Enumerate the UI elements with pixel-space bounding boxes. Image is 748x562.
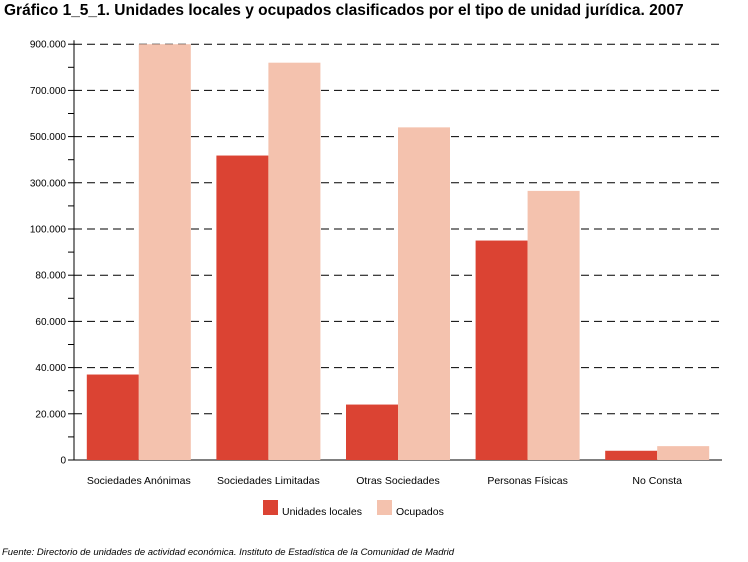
x-tick-label: Sociedades Anónimas (87, 475, 191, 487)
legend-swatch (263, 500, 278, 515)
y-tick-label: 60.000 (35, 317, 66, 328)
bar-unidades-locales (346, 404, 398, 460)
bars (86, 44, 710, 461)
y-tick-label: 500.000 (30, 132, 67, 143)
x-axis-labels: Sociedades Anónimas Sociedades Limitadas O… (87, 475, 682, 487)
x-tick-label: Personas Físicas (487, 475, 568, 487)
bar-ocupados (398, 127, 450, 461)
y-tick-label: 80.000 (35, 271, 66, 282)
y-tick-label: 0 (60, 456, 66, 467)
y-tick-label: 900.000 (30, 40, 67, 51)
bar-unidades-locales (216, 155, 269, 461)
legend-label: Unidades locales (282, 506, 362, 518)
legend: Unidades locales Ocupados (263, 500, 444, 518)
y-tick-label: 40.000 (35, 363, 66, 374)
chart-title: Gráfico 1_5_1. Unidades locales y ocupad… (4, 2, 684, 19)
bar-ocupados (138, 44, 191, 460)
bar-unidades-locales (605, 450, 658, 460)
bar-unidades-locales (86, 374, 139, 460)
x-tick-label: Otras Sociedades (356, 475, 439, 487)
source-note: Fuente: Directorio de unidades de activi… (2, 547, 455, 558)
bar-unidades-locales (475, 240, 528, 460)
legend-swatch (377, 500, 392, 515)
y-tick-label: 20.000 (35, 409, 66, 420)
bar-ocupados (657, 446, 710, 460)
y-tick-label: 700.000 (30, 86, 67, 97)
bar-ocupados (527, 190, 580, 460)
x-tick-label: No Consta (632, 475, 682, 487)
x-tick-label: Sociedades Limitadas (217, 475, 320, 487)
y-tick-label: 100.000 (30, 225, 67, 236)
legend-label: Ocupados (396, 506, 444, 518)
y-axis: 0 20.000 40.000 60.000 80.000 100.000 300.000 5… (30, 40, 75, 467)
bar-ocupados (268, 62, 321, 461)
y-tick-label: 300.000 (30, 178, 67, 189)
